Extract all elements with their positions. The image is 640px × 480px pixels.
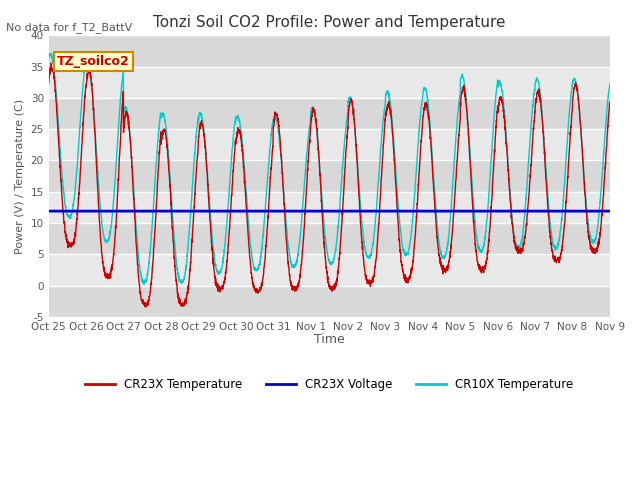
Bar: [49, 67, 610, 98]
Bar: [49, 192, 610, 223]
X-axis label: Time: Time: [314, 333, 345, 346]
Bar: [49, 98, 610, 129]
Bar: [49, 286, 610, 317]
Text: TZ_soilco2: TZ_soilco2: [57, 55, 130, 68]
Title: Tonzi Soil CO2 Profile: Power and Temperature: Tonzi Soil CO2 Profile: Power and Temper…: [153, 15, 506, 30]
Bar: [49, 160, 610, 192]
Bar: [49, 223, 610, 254]
Bar: [49, 129, 610, 160]
Bar: [49, 254, 610, 286]
Y-axis label: Power (V) / Temperature (C): Power (V) / Temperature (C): [15, 98, 25, 253]
Legend: CR23X Temperature, CR23X Voltage, CR10X Temperature: CR23X Temperature, CR23X Voltage, CR10X …: [81, 373, 578, 396]
Text: No data for f_T2_BattV: No data for f_T2_BattV: [6, 22, 132, 33]
Bar: [49, 36, 610, 67]
